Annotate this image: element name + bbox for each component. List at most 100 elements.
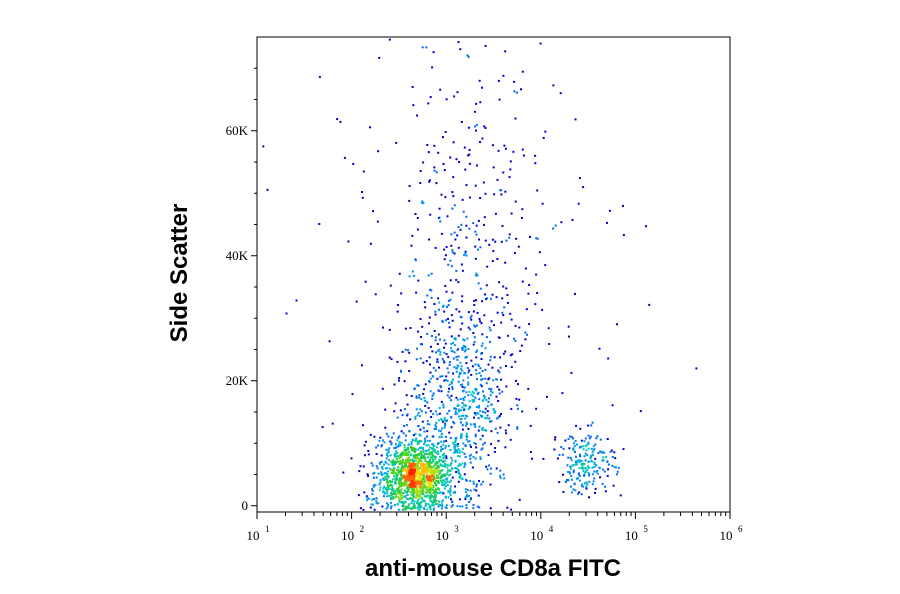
- event-dot: [371, 488, 374, 491]
- event-dot: [592, 445, 595, 448]
- event-dot: [418, 433, 421, 436]
- event-dot: [434, 472, 437, 474]
- event-dot: [383, 485, 386, 488]
- event-dot: [429, 492, 432, 495]
- event-dot: [437, 333, 440, 336]
- event-dot: [403, 474, 406, 477]
- event-dot: [609, 450, 612, 453]
- event-dot: [443, 379, 446, 382]
- event-dot: [436, 467, 439, 469]
- event-dot: [569, 465, 572, 468]
- event-dot: [445, 507, 448, 509]
- event-dot: [474, 325, 477, 328]
- event-dot: [594, 487, 597, 490]
- event-dot: [454, 485, 457, 488]
- event-dot: [443, 460, 446, 463]
- event-dot: [410, 493, 413, 496]
- event-dot: [425, 467, 428, 470]
- event-dot: [388, 459, 391, 462]
- event-dot: [362, 170, 365, 173]
- event-dot: [428, 465, 431, 468]
- event-dot: [426, 439, 429, 442]
- event-dot: [514, 200, 517, 203]
- event-dot: [474, 274, 477, 277]
- event-dot: [390, 443, 393, 446]
- event-dot: [573, 483, 576, 486]
- event-dot: [444, 342, 447, 345]
- event-dot: [486, 414, 489, 417]
- event-dot: [462, 442, 465, 445]
- event-dot: [505, 365, 507, 367]
- event-dot: [447, 490, 450, 492]
- event-dot: [582, 445, 585, 448]
- event-dot: [486, 265, 489, 268]
- event-dot: [442, 492, 445, 495]
- event-dot: [465, 421, 468, 424]
- event-dot: [457, 465, 460, 468]
- event-dot: [587, 447, 590, 450]
- event-dot: [376, 502, 379, 505]
- event-dot: [464, 455, 467, 458]
- event-dot: [440, 476, 443, 479]
- event-dot: [418, 473, 421, 476]
- event-dot: [410, 441, 413, 443]
- event-dot: [434, 410, 437, 413]
- event-dot: [606, 438, 609, 440]
- event-dot: [479, 367, 482, 370]
- event-dot: [478, 398, 481, 401]
- event-dot: [385, 462, 388, 465]
- event-dot: [440, 390, 443, 393]
- event-dot: [481, 377, 484, 380]
- event-dot: [414, 465, 417, 468]
- event-dot: [402, 492, 405, 495]
- event-dot: [423, 499, 426, 502]
- event-dot: [487, 454, 490, 457]
- event-dot: [480, 385, 483, 388]
- event-dot: [535, 407, 538, 410]
- event-dot: [585, 485, 588, 488]
- event-dot: [460, 418, 463, 421]
- event-dot: [411, 497, 414, 500]
- event-dot: [399, 443, 402, 446]
- event-dot: [469, 328, 472, 331]
- event-dot: [450, 416, 453, 419]
- event-dot: [504, 50, 507, 53]
- event-dot: [423, 479, 426, 482]
- event-dot: [438, 412, 441, 415]
- event-dot: [484, 45, 487, 47]
- event-dot: [431, 460, 434, 463]
- event-dot: [521, 280, 524, 283]
- event-dot: [391, 484, 394, 487]
- event-dot: [429, 213, 432, 216]
- event-dot: [453, 204, 456, 207]
- event-dot: [580, 460, 583, 462]
- event-dot: [381, 387, 384, 390]
- event-dot: [472, 482, 475, 485]
- event-dot: [415, 491, 418, 494]
- event-dot: [448, 409, 451, 412]
- event-dot: [422, 474, 425, 477]
- event-dot: [414, 415, 417, 418]
- event-dot: [388, 487, 391, 490]
- event-dot: [378, 439, 381, 442]
- event-dot: [469, 498, 472, 501]
- event-dot: [406, 474, 409, 477]
- event-dot: [412, 460, 414, 463]
- event-dot: [546, 395, 548, 398]
- event-dot: [409, 491, 412, 494]
- event-dot: [460, 409, 463, 412]
- event-dot: [428, 180, 431, 183]
- event-dot: [456, 234, 459, 237]
- event-dot: [417, 462, 420, 464]
- event-dot: [387, 503, 390, 506]
- event-dot: [395, 457, 398, 460]
- event-dot: [406, 498, 409, 501]
- event-dot: [295, 299, 298, 302]
- event-dot: [442, 475, 444, 478]
- event-dot: [484, 377, 487, 380]
- event-dot: [439, 491, 442, 494]
- event-dot: [611, 456, 614, 458]
- event-dot: [571, 218, 574, 221]
- event-dot: [409, 479, 412, 482]
- event-dot: [393, 471, 396, 474]
